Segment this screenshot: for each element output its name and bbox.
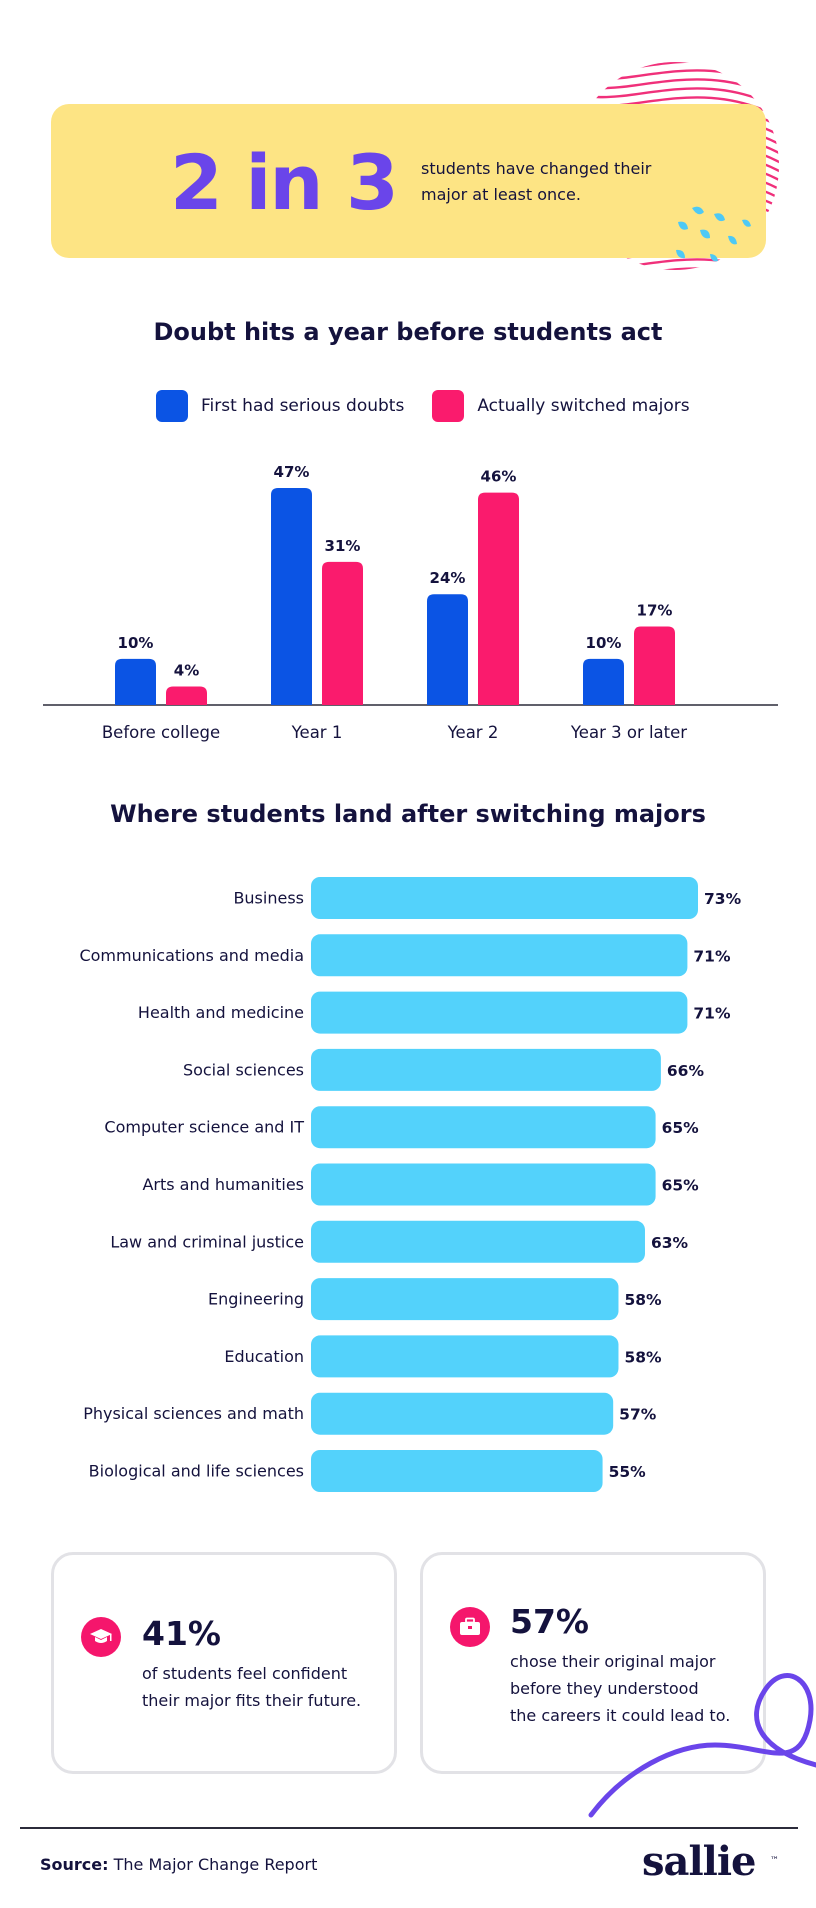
legend-swatch-doubts [156, 390, 188, 422]
bar-doubts [115, 658, 156, 705]
bar-value-label: 31% [325, 537, 361, 555]
category-label: Education [224, 1347, 304, 1366]
bar-landing [311, 1450, 603, 1492]
bar-value-label: 17% [637, 602, 673, 620]
bar-doubts [427, 594, 468, 705]
bar-landing [311, 1278, 619, 1321]
hero-stat: 2 in 3 [170, 138, 399, 227]
bar-value-label: 73% [704, 890, 742, 908]
chart-legend: First had serious doubts Actually switch… [156, 390, 718, 422]
original-major-value: 57% [510, 1602, 589, 1641]
footer-divider [20, 1827, 798, 1829]
source-text: The Major Change Report [108, 1855, 318, 1874]
bar-value-label: 47% [274, 463, 310, 481]
category-label: Business [233, 889, 304, 908]
bar-value-label: 58% [624, 1348, 662, 1366]
bar-value-label: 57% [619, 1406, 657, 1424]
bar-landing [311, 1106, 656, 1149]
swirl-line-decoration [588, 1673, 816, 1818]
bar-switched [322, 561, 363, 705]
confidence-text-1: of students feel confident [142, 1664, 348, 1683]
confidence-card [51, 1552, 397, 1774]
bar-landing [311, 1335, 619, 1378]
bar-value-label: 55% [609, 1463, 647, 1481]
bar-value-label: 65% [662, 1177, 700, 1195]
x-tick-label: Before college [102, 723, 220, 742]
bar-value-label: 71% [693, 947, 731, 965]
bar-switched [166, 686, 207, 705]
confetti-drops-decoration [676, 206, 751, 262]
category-label: Engineering [208, 1290, 304, 1309]
landing-bar-chart: Business 73% Communications and media 71% He… [79, 877, 742, 1492]
source-label: Source: [40, 1855, 109, 1874]
bar-value-label: 4% [174, 662, 199, 680]
bar-value-label: 10% [586, 634, 622, 652]
doubt-chart-title: Doubt hits a year before students act [153, 318, 663, 346]
x-tick-label: Year 1 [291, 723, 343, 742]
bar-landing [311, 1392, 614, 1435]
original-major-card [420, 1552, 766, 1774]
graduation-cap-icon [81, 1617, 121, 1657]
confidence-text-2: their major fits their future. [142, 1691, 362, 1710]
category-label: Health and medicine [138, 1003, 304, 1022]
bar-switched [478, 492, 519, 705]
category-label: Computer science and IT [104, 1118, 304, 1137]
bar-value-label: 71% [693, 1005, 731, 1023]
bar-value-label: 10% [118, 634, 154, 652]
bar-landing [311, 1048, 661, 1091]
brand-trademark: ™ [770, 1856, 779, 1866]
bar-value-label: 63% [651, 1234, 689, 1252]
category-label: Law and criminal justice [110, 1232, 304, 1251]
legend-swatch-switched [432, 390, 465, 422]
bar-landing [311, 877, 698, 919]
bar-switched [634, 626, 675, 705]
legend-item-doubts: First had serious doubts [156, 390, 404, 422]
category-label: Physical sciences and math [83, 1404, 304, 1423]
landing-chart-title: Where students land after switching majo… [110, 800, 706, 828]
bar-doubts [271, 488, 312, 705]
hero-card [51, 104, 766, 258]
legend-label-doubts: First had serious doubts [201, 396, 405, 416]
bar-value-label: 24% [430, 569, 466, 587]
doubt-bar-chart: 10% 4% Before college 47% 31% Year 1 24% 46% Yea… [43, 463, 778, 742]
x-tick-label: Year 2 [447, 723, 499, 742]
bar-value-label: 46% [481, 468, 517, 486]
source-citation: Source: The Major Change Report [40, 1855, 317, 1874]
hero-text: students have changed their major at lea… [421, 159, 652, 204]
original-major-text-1: chose their original major [510, 1652, 716, 1671]
x-tick-label: Year 3 or later [570, 723, 687, 742]
original-major-text-3: the careers it could lead to. [510, 1706, 731, 1725]
bar-value-label: 66% [667, 1062, 705, 1080]
bar-value-label: 58% [624, 1291, 662, 1309]
bar-landing [311, 991, 688, 1034]
original-major-text-2: before they understood [510, 1679, 699, 1698]
category-label: Arts and humanities [142, 1175, 304, 1194]
legend-label-switched: Actually switched majors [477, 396, 690, 416]
bar-landing [311, 934, 688, 977]
bar-landing [311, 1220, 645, 1263]
bar-value-label: 65% [662, 1119, 700, 1137]
legend-item-switched: Actually switched majors [432, 390, 690, 422]
category-label: Social sciences [183, 1060, 304, 1079]
category-label: Communications and media [79, 946, 304, 965]
bar-doubts [583, 658, 624, 705]
bar-landing [311, 1163, 656, 1206]
confidence-value: 41% [142, 1614, 221, 1653]
category-label: Biological and life sciences [89, 1462, 304, 1481]
briefcase-icon [450, 1607, 490, 1647]
brand-logo: sallie [642, 1838, 756, 1885]
